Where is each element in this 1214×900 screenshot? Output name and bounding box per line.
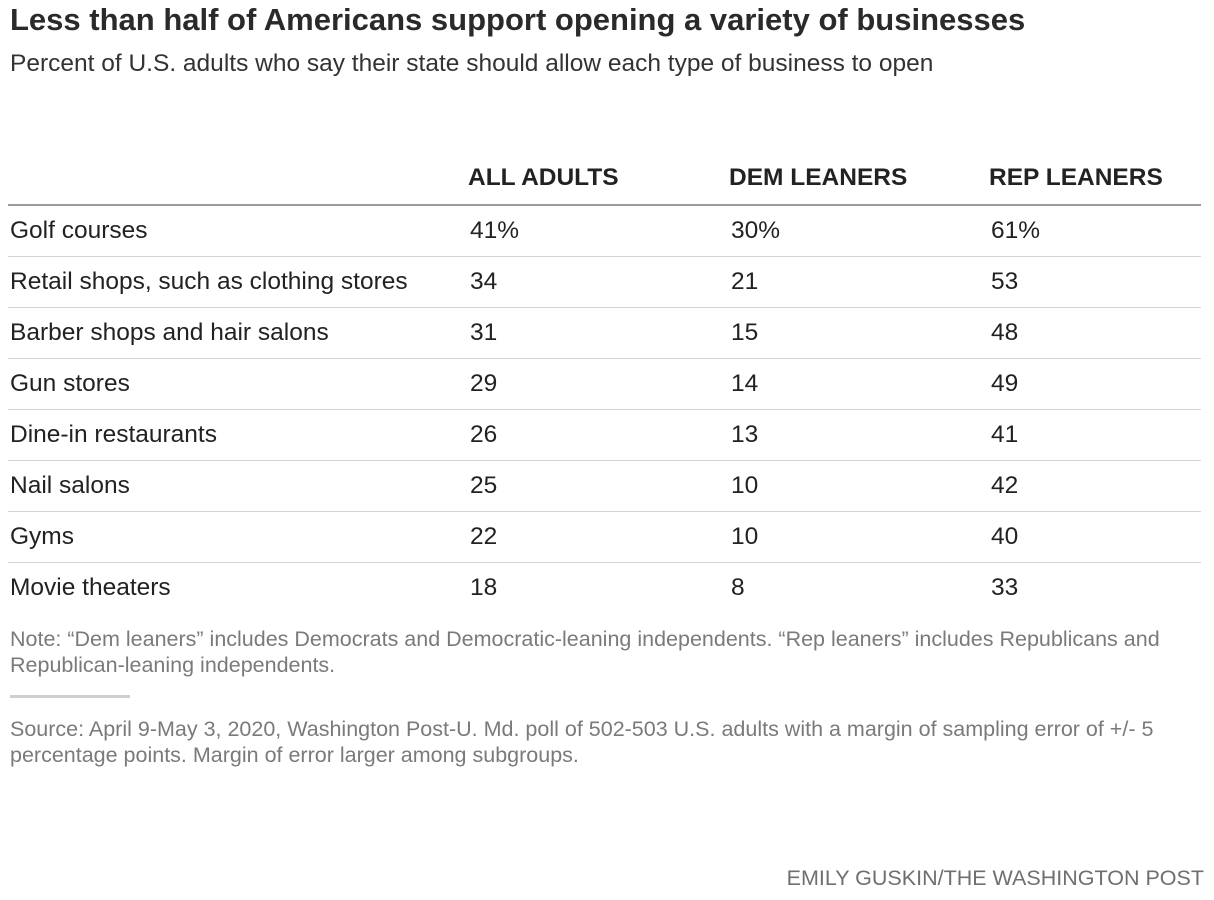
table-row: Dine-in restaurants 26 13 41 [8, 409, 1201, 461]
cell-all-adults: 34 [468, 256, 729, 308]
chart-subtitle: Percent of U.S. adults who say their sta… [10, 50, 934, 77]
row-label: Retail shops, such as clothing stores [8, 256, 468, 308]
column-header-all-adults: ALL ADULTS [468, 152, 729, 206]
cell-dem-leaners: 21 [729, 256, 989, 308]
cell-all-adults: 41% [468, 205, 729, 257]
cell-dem-leaners: 10 [729, 511, 989, 563]
cell-all-adults: 18 [470, 574, 498, 601]
header-row: ALL ADULTS DEM LEANERS REP LEANERS [8, 152, 1201, 206]
table-row: Retail shops, such as clothing stores 34… [8, 256, 1201, 308]
cell-dem-leaners: 8 [731, 574, 745, 601]
row-label: Gun stores [8, 358, 468, 410]
cell-rep-leaners: 61% [989, 205, 1201, 257]
cell-all-adults: 26 [468, 409, 729, 461]
column-header-label [8, 152, 468, 206]
column-header-dem-leaners: DEM LEANERS [729, 152, 989, 206]
cell-dem-leaners: 14 [729, 358, 989, 410]
table-row: Movie theaters 18 8 33 [8, 563, 1201, 614]
chart-note: Note: “Dem leaners” includes Democrats a… [10, 627, 1160, 677]
cell-rep-leaners: 41 [989, 409, 1201, 461]
row-label: Nail salons [8, 460, 468, 512]
column-header-rep-leaners: REP LEANERS [989, 152, 1201, 206]
chart-title: Less than half of Americans support open… [10, 2, 1026, 37]
cell-rep-leaners: 40 [989, 511, 1201, 563]
row-label: Barber shops and hair salons [8, 307, 468, 359]
cell-all-adults: 25 [468, 460, 729, 512]
cell-rep-leaners: 42 [989, 460, 1201, 512]
row-label: Golf courses [8, 205, 468, 257]
table-row: Gyms 22 10 40 [8, 511, 1201, 563]
table-row: Nail salons 25 10 42 [8, 460, 1201, 512]
cell-dem-leaners: 15 [729, 307, 989, 359]
chart-source: Source: April 9-May 3, 2020, Washington … [10, 717, 1154, 767]
cell-rep-leaners: 33 [991, 574, 1019, 601]
cell-all-adults: 31 [468, 307, 729, 359]
row-label: Movie theaters [10, 574, 171, 601]
table-row: Gun stores 29 14 49 [8, 358, 1201, 410]
note-source-divider [10, 695, 130, 698]
table-row: Barber shops and hair salons 31 15 48 [8, 307, 1201, 359]
cell-rep-leaners: 49 [989, 358, 1201, 410]
data-table: ALL ADULTS DEM LEANERS REP LEANERS Golf … [8, 152, 1201, 613]
chart-credit: EMILY GUSKIN/THE WASHINGTON POST [786, 866, 1204, 890]
table-row: Golf courses 41% 30% 61% [8, 205, 1201, 257]
cell-all-adults: 29 [468, 358, 729, 410]
cell-all-adults: 22 [468, 511, 729, 563]
row-label: Dine-in restaurants [8, 409, 468, 461]
row-label: Gyms [8, 511, 468, 563]
cell-dem-leaners: 10 [729, 460, 989, 512]
cell-dem-leaners: 13 [729, 409, 989, 461]
cell-rep-leaners: 48 [989, 307, 1201, 359]
cell-rep-leaners: 53 [989, 256, 1201, 308]
cell-dem-leaners: 30% [729, 205, 989, 257]
